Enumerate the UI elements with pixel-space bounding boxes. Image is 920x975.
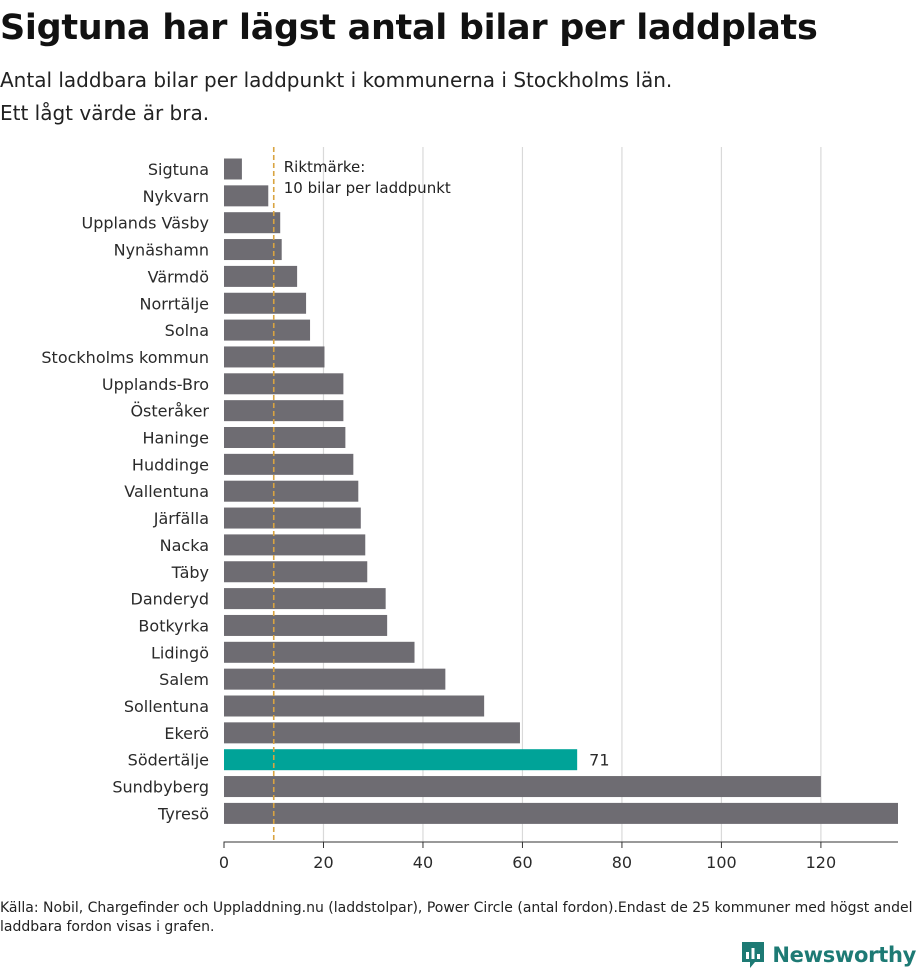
bar [224, 561, 368, 583]
subtitle-line-2: Ett lågt värde är bra. [0, 101, 210, 125]
category-label: Nykvarn [143, 187, 209, 206]
bar [224, 480, 359, 502]
category-label: Salem [159, 670, 209, 689]
category-label: Tyresö [157, 804, 209, 823]
category-label: Södertälje [128, 751, 209, 770]
chart-subtitle: Antal laddbara bilar per laddpunkt i kom… [0, 64, 672, 130]
x-tick-label: 20 [313, 853, 333, 872]
reference-label: Riktmärke: [284, 158, 366, 176]
category-label: Huddinge [132, 455, 209, 474]
category-label: Nacka [160, 536, 209, 555]
category-label: Norrtälje [140, 294, 209, 313]
category-label: Sundbyberg [112, 778, 209, 797]
bar [224, 265, 298, 287]
x-tick-label: 0 [219, 853, 229, 872]
bar [224, 453, 354, 475]
category-label: Upplands-Bro [102, 375, 209, 394]
bar [224, 641, 415, 663]
category-label: Solna [165, 321, 209, 340]
x-axis: 0 20 40 60 80 100 120 [219, 841, 898, 872]
reference-label: 10 bilar per laddpunkt [284, 179, 451, 197]
bar [224, 373, 344, 395]
newsworthy-logo-icon [742, 942, 765, 968]
x-tick-label: 60 [512, 853, 532, 872]
category-label: Sigtuna [148, 160, 209, 179]
category-label: Sollentuna [124, 697, 209, 716]
bar [224, 588, 386, 610]
bar [224, 802, 898, 824]
bar [224, 292, 307, 314]
bar [224, 668, 446, 690]
subtitle-line-1: Antal laddbara bilar per laddpunkt i kom… [0, 68, 673, 92]
bar [224, 427, 346, 448]
bar [224, 239, 282, 261]
bar [224, 749, 578, 771]
category-label: Värmdö [148, 267, 209, 286]
x-tick-label: 100 [706, 853, 737, 872]
bar [224, 614, 388, 636]
x-tick-label: 120 [806, 853, 837, 872]
category-label: Vallentuna [124, 482, 209, 501]
bar-chart: Riktmärke: 10 bilar per laddpunkt Sigtuna… [41, 147, 898, 872]
x-tick-label: 40 [413, 853, 433, 872]
newsworthy-logo: Newsworthy [740, 940, 916, 970]
bars [224, 158, 898, 824]
bar [224, 158, 242, 180]
chart-title: Sigtuna har lägst antal bilar per laddpl… [0, 8, 818, 48]
category-label: Ekerö [164, 724, 209, 743]
category-label: Täby [171, 563, 209, 582]
bar [224, 400, 344, 422]
bar [224, 185, 269, 207]
category-label: Österåker [130, 402, 209, 421]
category-label: Danderyd [131, 590, 209, 609]
bar [224, 776, 821, 798]
data-label: 71 [589, 751, 609, 770]
bar [224, 212, 281, 234]
newsworthy-logo-text: Newsworthy [772, 943, 916, 967]
category-labels: Sigtuna Nykvarn Upplands Väsby Nynäshamn Vär… [41, 160, 609, 823]
bar [224, 722, 520, 744]
category-label: Nynäshamn [114, 241, 209, 260]
bar [224, 319, 311, 341]
category-label: Botkyrka [138, 616, 209, 635]
bar [224, 695, 485, 717]
category-label: Järfälla [153, 509, 209, 528]
source-note: Källa: Nobil, Chargefinder och Uppladdni… [0, 900, 913, 935]
category-label: Haninge [142, 429, 209, 448]
reference-line-group: Riktmärke: 10 bilar per laddpunkt [272, 147, 451, 843]
category-label: Lidingö [151, 643, 209, 662]
x-tick-label: 80 [612, 853, 632, 872]
category-label: Stockholms kommun [41, 348, 209, 367]
category-label: Upplands Väsby [82, 214, 209, 233]
bar [224, 507, 361, 529]
bar [224, 534, 366, 556]
